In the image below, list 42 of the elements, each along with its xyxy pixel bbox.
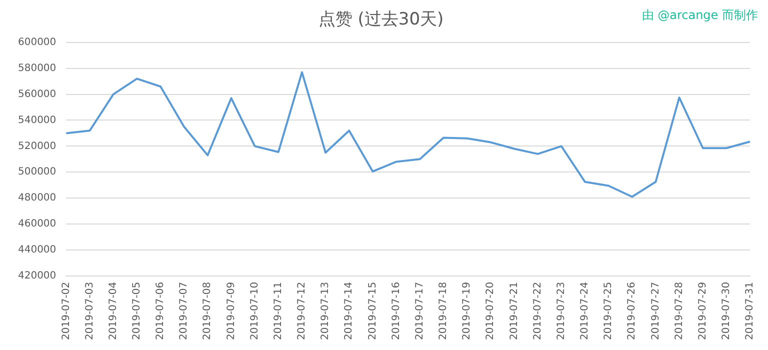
y-tick-label: 600000: [18, 36, 56, 48]
x-tick-label: 2019-07-23: [556, 282, 567, 340]
y-tick-label: 420000: [18, 270, 56, 282]
x-tick-label: 2019-07-11: [272, 282, 284, 340]
x-tick-label: 2019-07-19: [462, 282, 473, 340]
x-tick-label: 2019-07-17: [414, 282, 426, 340]
y-tick-label: 580000: [18, 62, 56, 74]
x-tick-label: 2019-07-15: [367, 282, 378, 340]
x-tick-label: 2019-07-27: [650, 282, 662, 340]
y-tick-label: 440000: [18, 244, 56, 256]
x-tick-label: 2019-07-12: [296, 282, 308, 340]
chart-title: 点赞 (过去30天): [318, 10, 444, 30]
y-tick-label: 540000: [18, 114, 56, 126]
x-tick-label: 2019-07-14: [344, 282, 355, 340]
x-tick-label: 2019-07-06: [155, 282, 166, 340]
x-tick-label: 2019-07-30: [721, 282, 732, 340]
x-tick-label: 2019-07-26: [626, 282, 638, 340]
x-tick-label: 2019-07-16: [390, 282, 402, 340]
x-tick-label: 2019-07-07: [178, 282, 190, 340]
x-tick-label: 2019-07-09: [226, 282, 237, 340]
y-tick-label: 500000: [18, 166, 56, 178]
x-tick-label: 2019-07-20: [485, 282, 496, 340]
x-tick-label: 2019-07-31: [744, 282, 756, 340]
x-tick-label: 2019-07-05: [132, 282, 143, 340]
y-tick-label: 480000: [18, 192, 56, 204]
x-tick-label: 2019-07-29: [697, 282, 708, 340]
x-tick-label: 2019-07-18: [438, 282, 450, 340]
y-tick-label: 560000: [18, 88, 56, 100]
x-tick-label: 2019-07-13: [320, 282, 332, 340]
x-tick-label: 2019-07-02: [60, 282, 72, 340]
x-tick-label: 2019-07-03: [84, 282, 96, 340]
x-tick-label: 2019-07-08: [202, 282, 214, 340]
y-tick-label: 460000: [18, 218, 56, 230]
x-tick-label: 2019-07-21: [508, 282, 520, 340]
text: 由 @arcange 而制作: [642, 8, 758, 22]
x-tick-label: 2019-07-04: [108, 282, 119, 340]
x-tick-label: 2019-07-22: [532, 282, 544, 340]
x-tick-label: 2019-07-28: [674, 282, 685, 340]
x-tick-label: 2019-07-25: [603, 282, 614, 340]
y-tick-label: 520000: [18, 140, 56, 152]
x-tick-label: 2019-07-10: [249, 282, 260, 340]
x-tick-label: 2019-07-24: [580, 282, 591, 340]
